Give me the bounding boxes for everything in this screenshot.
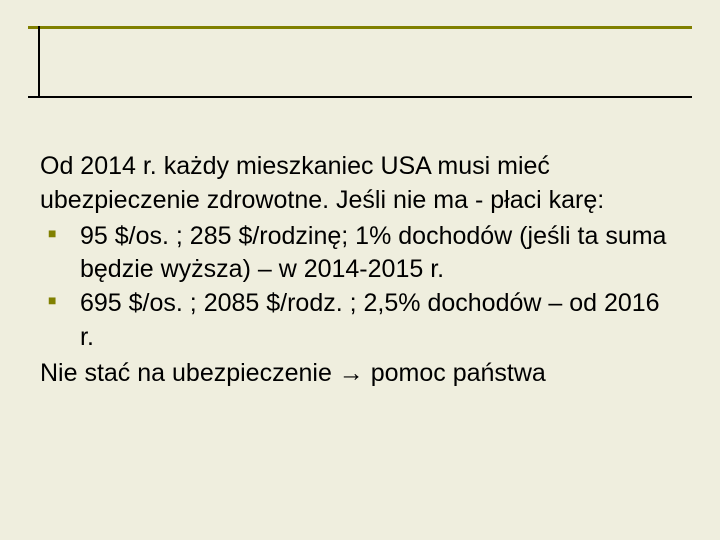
intro-text: Od 2014 r. każdy mieszkaniec USA musi mi… (40, 150, 680, 218)
bullet-list: 95 $/os. ; 285 $/rodzinę; 1% dochodów (j… (40, 220, 680, 355)
top-olive-rule (28, 26, 692, 29)
bottom-black-rule (28, 96, 692, 98)
bullet-item: 695 $/os. ; 2085 $/rodz. ; 2,5% dochodów… (40, 287, 680, 355)
vertical-black-rule (38, 26, 40, 98)
bullet-item: 95 $/os. ; 285 $/rodzinę; 1% dochodów (j… (40, 220, 680, 288)
closing-text: Nie stać na ubezpieczenie → pomoc państw… (40, 357, 680, 391)
slide-content: Od 2014 r. każdy mieszkaniec USA musi mi… (40, 150, 680, 392)
